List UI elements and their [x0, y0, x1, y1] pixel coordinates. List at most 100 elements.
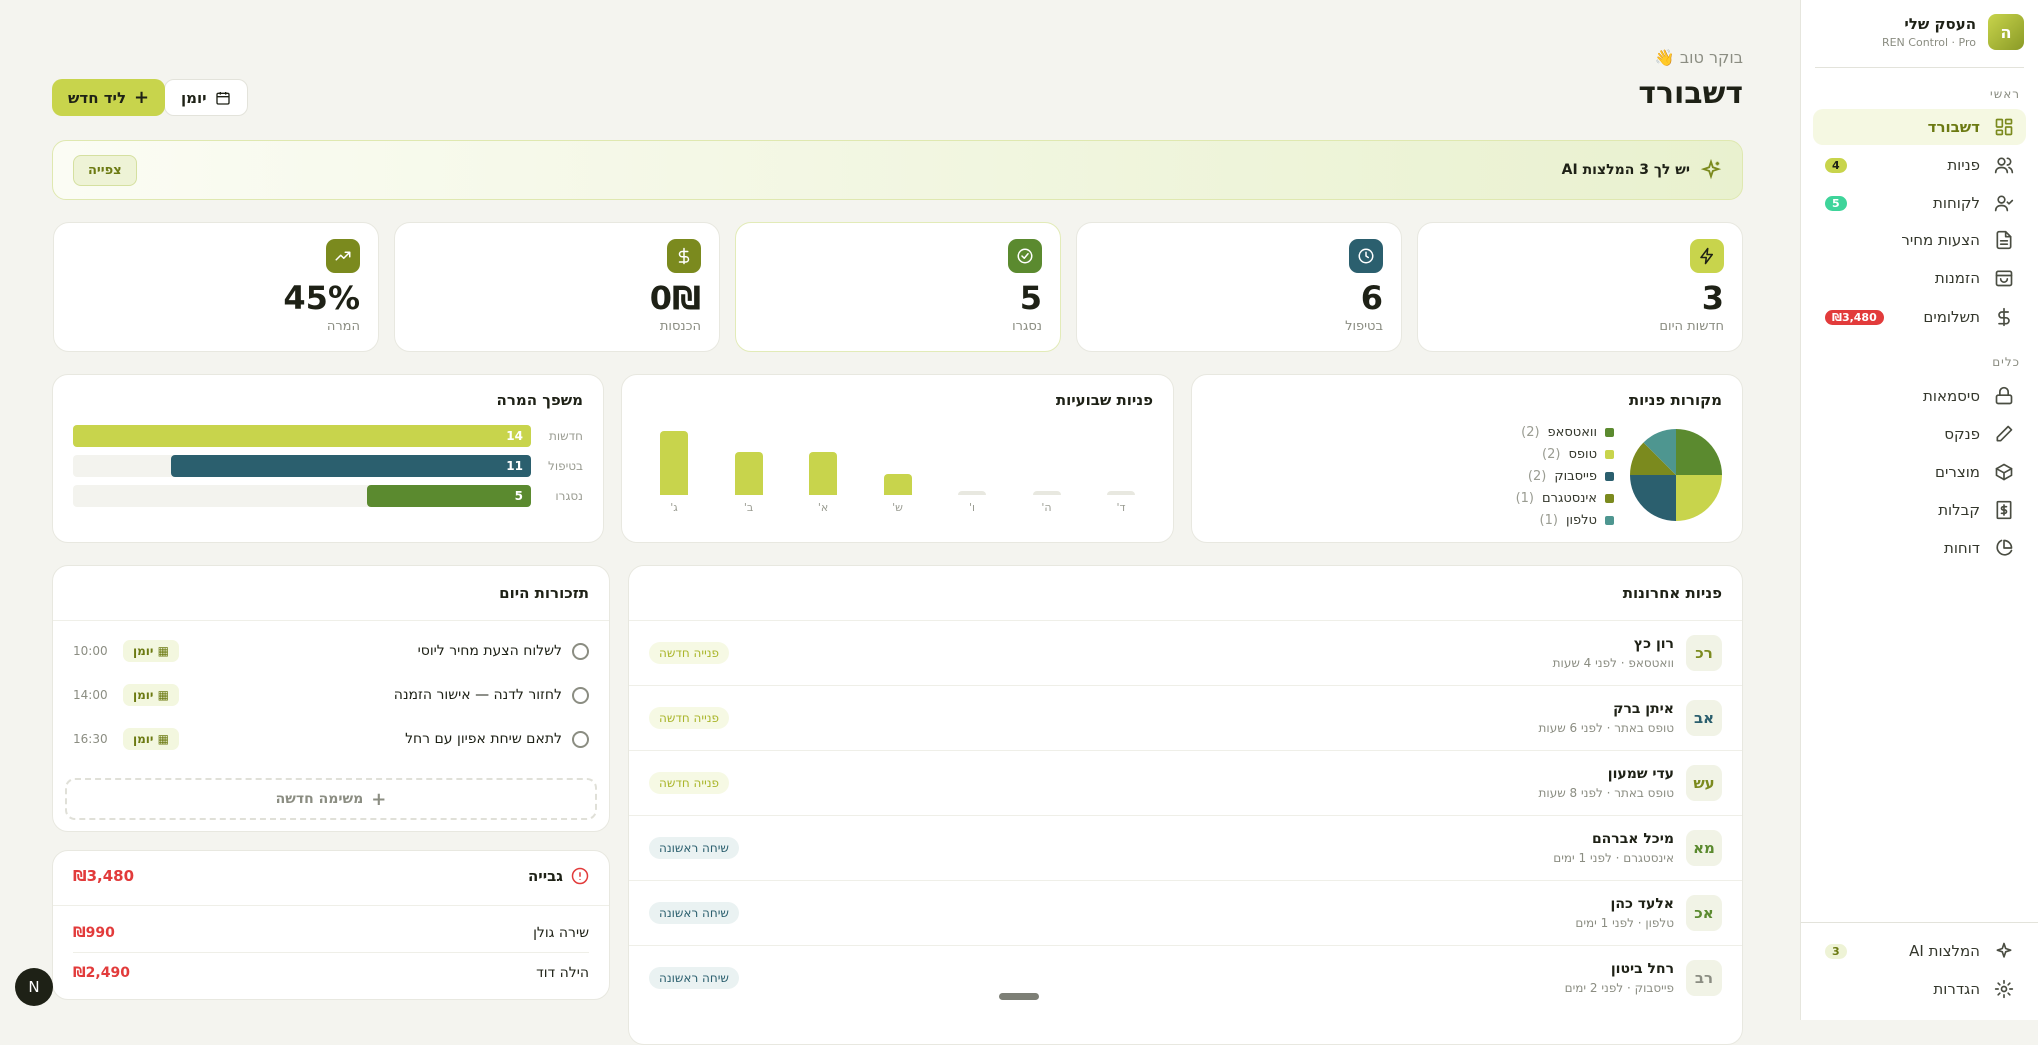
- lead-row[interactable]: עש עדי שמעון טופס באתר · לפני 8 שעות פניי…: [629, 750, 1742, 815]
- reminder-item: לתאם שיחת אפיון עם רחל ▦ יומן 16:30: [73, 724, 589, 754]
- sidebar-item-label: המלצות AI: [1909, 942, 1980, 960]
- stat-icon-wrap: [1690, 239, 1724, 273]
- legend-swatch: [1605, 471, 1614, 481]
- lead-meta: וואטסאפ · לפני 4 שעות: [1552, 656, 1674, 670]
- bar-label: ש': [892, 501, 903, 514]
- status-badge: פנייה חדשה: [649, 642, 730, 664]
- collection-title: גבייה: [528, 867, 563, 885]
- recent-leads-title: פניות אחרונות: [1622, 584, 1722, 602]
- funnel-row: חדשות 14: [73, 421, 583, 451]
- legend-count: (2): [1527, 468, 1547, 484]
- lead-meta: אינסטגרם · לפני 1 ימים: [1553, 851, 1674, 865]
- sidebar-item[interactable]: הזמנות: [1813, 260, 2026, 296]
- lead-meta: טופס באתר · לפני 8 שעות: [1538, 786, 1674, 800]
- lead-row[interactable]: אב איתן ברק טופס באתר · לפני 6 שעות פנייה…: [629, 685, 1742, 750]
- lead-name: מיכל אברהם: [1591, 831, 1674, 847]
- bar: [883, 473, 912, 495]
- sidebar-item[interactable]: הצעות מחיר: [1813, 222, 2026, 258]
- avatar: אב: [1686, 700, 1722, 736]
- recent-leads-card: פניות אחרונות רכ רון כץ וואטסאפ · לפני 4 …: [628, 565, 1743, 1045]
- funnel-row: נסגרו 5: [73, 481, 583, 511]
- reminder-checkbox[interactable]: [572, 642, 589, 660]
- collection-item[interactable]: שירה גולן ₪990: [73, 913, 589, 953]
- stat-label: חדשות היום: [1659, 319, 1724, 334]
- sidebar-item-label: סיסמאות: [1923, 387, 1980, 405]
- pie-slice: [1643, 429, 1676, 475]
- lead-name: איתן ברק: [1613, 701, 1674, 717]
- sources-card: מקורות פניות וואטסאפ (2) טופס (2) פייסבוק (2)…: [1191, 374, 1743, 543]
- sparkles-icon: [1996, 942, 2012, 958]
- avatar: אכ: [1686, 895, 1722, 931]
- stat-card: 3 חדשות היום: [1417, 222, 1743, 352]
- reminder-checkbox[interactable]: [572, 730, 589, 748]
- amount-due: ₪990: [73, 924, 115, 941]
- bar-label: ה': [1041, 501, 1052, 514]
- stat-label: המרה: [326, 319, 360, 334]
- reminder-text: לתאם שיחת אפיון עם רחל: [405, 731, 562, 747]
- funnel-label: חדשות: [548, 429, 583, 443]
- reminder-time: 10:00: [73, 644, 108, 658]
- calendar-tag[interactable]: ▦ יומן: [123, 728, 179, 750]
- dollar-icon: [678, 247, 690, 265]
- lead-row[interactable]: אכ אלעד כהן טלפון · לפני 1 ימים שיחה ראשו…: [629, 880, 1742, 945]
- divider: [1815, 67, 2024, 68]
- bar-column: א': [809, 425, 837, 515]
- ai-banner: יש לך 3 המלצות AI צפייה: [52, 140, 1743, 200]
- sidebar-item[interactable]: המלצות AI 3: [1813, 933, 2026, 969]
- sidebar-item[interactable]: פניות 4: [1813, 147, 2026, 183]
- sidebar-item[interactable]: דוחות: [1813, 530, 2026, 566]
- bar-label: ו': [968, 501, 976, 514]
- collection-item[interactable]: הילה דוד ₪2,490: [73, 953, 589, 993]
- sidebar-item-label: קבלות: [1938, 501, 1980, 519]
- lead-row[interactable]: מא מיכל אברהם אינסטגרם · לפני 1 ימים שיחה…: [629, 815, 1742, 880]
- sidebar-item[interactable]: הגדרות: [1813, 971, 2026, 1007]
- stat-value: 6: [1360, 279, 1383, 317]
- dev-tools-button[interactable]: N: [15, 968, 53, 1006]
- sidebar-item[interactable]: מוצרים: [1813, 454, 2026, 490]
- sidebar-item[interactable]: סיסמאות: [1813, 378, 2026, 414]
- view-recommendations-button[interactable]: צפייה: [73, 154, 137, 186]
- lead-meta: פייסבוק · לפני 2 ימים: [1564, 981, 1674, 995]
- reminder-checkbox[interactable]: [572, 686, 589, 704]
- legend-label: טופס: [1568, 446, 1597, 462]
- user-check-icon: [1994, 195, 2014, 212]
- lead-row[interactable]: רכ רון כץ וואטסאפ · לפני 4 שעות פנייה חדש…: [629, 620, 1742, 685]
- legend-count: (2): [1521, 424, 1540, 440]
- sidebar-item[interactable]: תשלומים ₪3,480: [1813, 299, 2026, 335]
- bar-label: א': [817, 501, 829, 514]
- reminder-text: לשלוח הצעת מחיר ליוסי: [417, 643, 562, 659]
- lock-icon: [1995, 386, 2013, 405]
- dollar-icon: [1998, 307, 2010, 327]
- sidebar-item[interactable]: קבלות: [1813, 492, 2026, 528]
- collection-total: ₪3,480: [73, 867, 135, 885]
- status-badge: פנייה חדשה: [649, 707, 730, 729]
- pie-slice: [1676, 429, 1722, 475]
- weekly-card: פניות שבועיות ד' ה' ו' ש' א' ב' ג': [621, 374, 1174, 543]
- calendar-button[interactable]: יומן: [164, 79, 248, 116]
- collection-card: גבייה ₪3,480 שירה גולן ₪990 הילה דוד ₪2,…: [52, 850, 610, 1000]
- legend-swatch: [1605, 427, 1614, 437]
- plus-icon: +: [371, 788, 387, 810]
- new-lead-button[interactable]: + ליד חדש: [52, 79, 166, 116]
- greeting: בוקר טוב 👋: [1654, 48, 1743, 67]
- receipt-icon: [1996, 500, 2012, 520]
- add-task-button[interactable]: + משימה חדשה: [65, 778, 597, 820]
- nav-badge: ₪3,480: [1825, 309, 1884, 325]
- legend-item: פייסבוק (2): [1516, 465, 1614, 487]
- add-task-label: משימה חדשה: [275, 791, 364, 807]
- alert-circle-icon: [571, 867, 589, 885]
- sidebar-item-label: הזמנות: [1934, 269, 1980, 287]
- brand[interactable]: ה העסק שלי REN Control · Pro: [1882, 14, 2024, 50]
- brand-logo: ה: [1988, 14, 2024, 50]
- calendar-tag[interactable]: ▦ יומן: [123, 640, 179, 662]
- lead-row[interactable]: רב רחל ביטון פייסבוק · לפני 2 ימים שיחה ר…: [629, 945, 1742, 1010]
- legend-item: טופס (2): [1516, 443, 1614, 465]
- scrollbar-handle[interactable]: [999, 993, 1039, 1000]
- calendar-tag[interactable]: ▦ יומן: [123, 684, 179, 706]
- funnel-bar: 5: [367, 485, 531, 507]
- sidebar-item[interactable]: לקוחות 5: [1813, 185, 2026, 221]
- bar-column: ש': [883, 425, 912, 515]
- funnel-bar: 14: [73, 425, 531, 447]
- sidebar-item[interactable]: פנקס: [1813, 416, 2026, 452]
- sidebar-item[interactable]: דשבורד: [1813, 109, 2026, 145]
